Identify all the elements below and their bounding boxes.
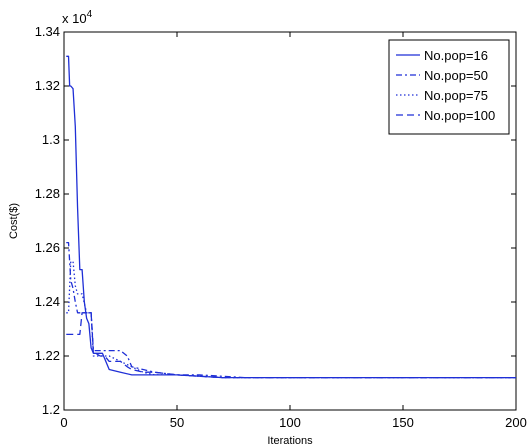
legend-label: No.pop=75: [424, 88, 488, 103]
y-tick-label: 1.32: [35, 78, 60, 93]
y-axis-label: Cost($): [8, 203, 20, 239]
series-line: [66, 241, 516, 379]
y-tick-label: 1.3: [42, 132, 60, 147]
series-lines: [66, 55, 516, 379]
x-tick-label: 200: [505, 415, 527, 430]
x-tick-label: 150: [392, 415, 414, 430]
y-tick-label: 1.22: [35, 348, 60, 363]
y-tick-label: 1.2: [42, 402, 60, 417]
series-line: [66, 312, 516, 379]
legend-label: No.pop=50: [424, 68, 488, 83]
y-tick-labels: 1.2 1.22 1.24 1.26 1.28 1.3 1.32 1.34: [35, 24, 60, 417]
x-axis-label: Iterations: [267, 435, 313, 447]
axis-ticks: [63, 31, 517, 411]
x-tick-labels: 0 50 100 150 200: [60, 415, 526, 430]
series-line: [66, 260, 516, 379]
y-tick-label: 1.26: [35, 240, 60, 255]
legend-label: No.pop=16: [424, 48, 488, 63]
y-exponent-label: x 104: [62, 9, 93, 26]
x-tick-label: 0: [60, 415, 67, 430]
x-tick-label: 100: [279, 415, 301, 430]
x-tick-label: 50: [170, 415, 184, 430]
y-tick-label: 1.28: [35, 186, 60, 201]
legend-box: [388, 39, 510, 135]
legend: No.pop=16 No.pop=50 No.pop=75 No.pop=100: [388, 39, 510, 135]
y-tick-label: 1.24: [35, 294, 60, 309]
legend-label: No.pop=100: [424, 108, 495, 123]
legend-items: No.pop=16 No.pop=50 No.pop=75 No.pop=100: [396, 48, 495, 123]
y-tick-label: 1.34: [35, 24, 60, 39]
